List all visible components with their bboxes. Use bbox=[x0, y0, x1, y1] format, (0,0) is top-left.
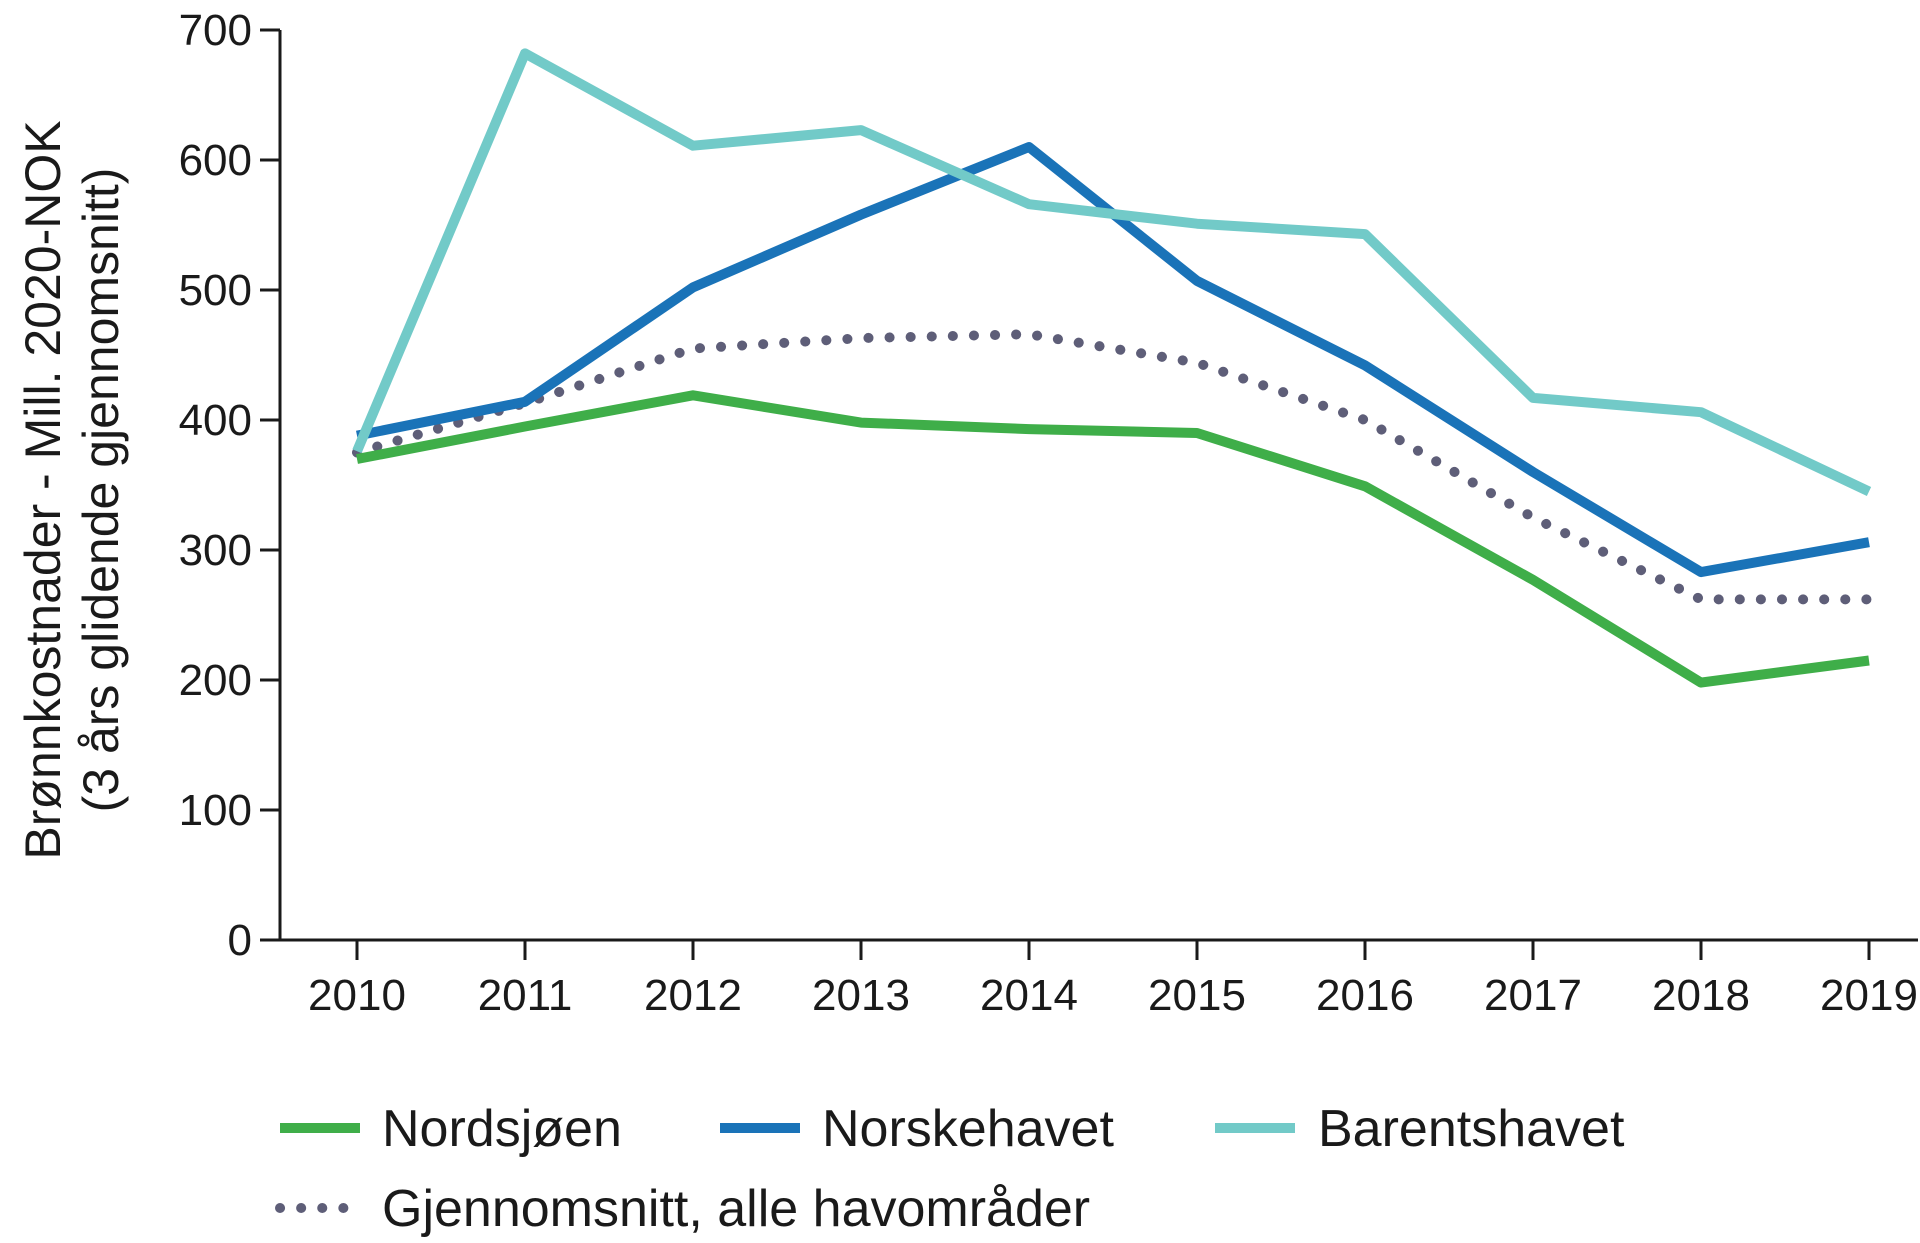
y-tick-label: 600 bbox=[179, 136, 252, 185]
y-axis-title: Brønnkostnader - Mill. 2020-NOK (3 års g… bbox=[15, 120, 129, 859]
legend-item-barentshavet: Barentshavet bbox=[1215, 1100, 1625, 1158]
x-tick-label: 2019 bbox=[1820, 971, 1918, 1020]
series-lines bbox=[352, 48, 1874, 688]
x-axis-ticks: 2010 2011 2012 2013 2014 2015 2016 2017 2018 2019 bbox=[308, 940, 1918, 1020]
legend-label: Nordsjøen bbox=[382, 1100, 622, 1158]
axes bbox=[278, 30, 1918, 942]
x-tick-label: 2014 bbox=[980, 971, 1078, 1020]
legend: Nordsjøen Norskehavet Barentshavet Gjennoms… bbox=[275, 1100, 1625, 1238]
y-tick-label: 0 bbox=[228, 916, 252, 965]
x-tick-label: 2017 bbox=[1484, 971, 1582, 1020]
y-tick-label: 400 bbox=[179, 396, 252, 445]
y-axis-ticks: 0 100 200 300 400 500 600 700 bbox=[179, 6, 280, 965]
series-line-gjennomsnitt-alle-havomrader bbox=[352, 329, 1874, 605]
series-line-barentshavet bbox=[352, 48, 1872, 497]
legend-label: Barentshavet bbox=[1318, 1100, 1625, 1158]
x-tick-label: 2011 bbox=[478, 971, 573, 1020]
legend-item-nordsjoen: Nordsjøen bbox=[280, 1100, 622, 1158]
y-tick-label: 200 bbox=[179, 656, 252, 705]
y-axis-title-line-2: (3 års glidende gjennomsnitt) bbox=[73, 168, 129, 813]
x-tick-label: 2012 bbox=[644, 971, 742, 1020]
legend-item-norskehavet: Norskehavet bbox=[720, 1100, 1114, 1158]
x-tick-label: 2013 bbox=[812, 971, 910, 1020]
x-tick-label: 2010 bbox=[308, 971, 406, 1020]
y-tick-label: 700 bbox=[179, 6, 252, 55]
legend-label: Norskehavet bbox=[822, 1100, 1114, 1158]
legend-item-gjennomsnitt-alle-havomrader: Gjennomsnitt, alle havområder bbox=[275, 1180, 1090, 1238]
y-axis-title-line-1: Brønnkostnader - Mill. 2020-NOK bbox=[15, 120, 71, 859]
series-line-nordsjoen bbox=[356, 390, 1870, 688]
x-tick-label: 2015 bbox=[1148, 971, 1246, 1020]
x-tick-label: 2016 bbox=[1316, 971, 1414, 1020]
y-tick-label: 500 bbox=[179, 266, 252, 315]
y-tick-label: 300 bbox=[179, 526, 252, 575]
y-tick-label: 100 bbox=[179, 786, 252, 835]
legend-label: Gjennomsnitt, alle havområder bbox=[382, 1180, 1090, 1238]
x-tick-label: 2018 bbox=[1652, 971, 1750, 1020]
